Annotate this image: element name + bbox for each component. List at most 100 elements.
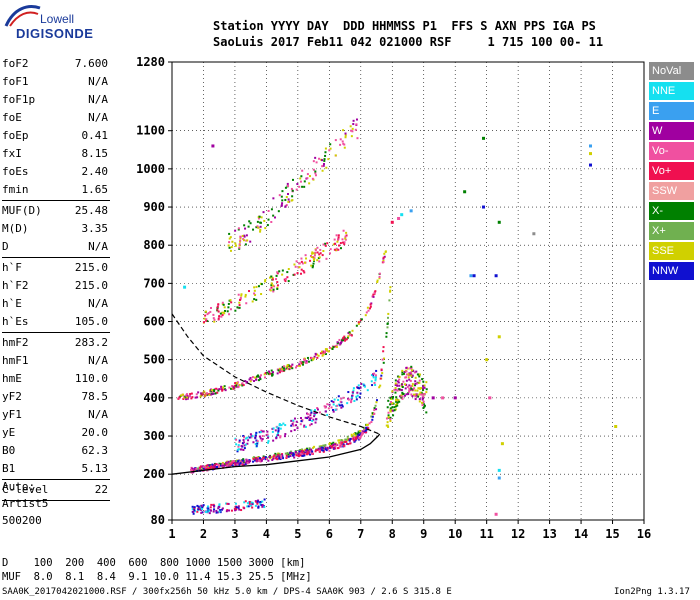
echo-point-x xyxy=(346,435,349,438)
echo-point-2hop xyxy=(230,387,233,390)
header-row-labels: Station YYYY DAY DDD HHMMSS P1 FFS S AXN… xyxy=(213,19,596,33)
echo-point-o xyxy=(329,446,332,449)
echo-point-2hop xyxy=(280,368,283,371)
echo-point-4hop xyxy=(323,158,326,161)
echo-point-o xyxy=(317,447,320,450)
echo-point-spread-f xyxy=(423,405,426,408)
echo-point-o xyxy=(373,409,376,412)
echo-point-es xyxy=(219,509,222,512)
echo-point-3hop xyxy=(212,317,215,320)
echo-point-3hop xyxy=(248,290,251,293)
echo-point-x xyxy=(313,445,316,448)
echo-point-4hop xyxy=(258,215,261,218)
echo-point-4hop xyxy=(259,230,262,233)
echo-point-3hop xyxy=(335,234,338,237)
echo-point-spread xyxy=(255,439,258,442)
echo-point-4hop xyxy=(237,227,240,230)
echo-point-spread xyxy=(340,406,343,409)
scatter-point xyxy=(390,220,394,224)
echo-point-o xyxy=(361,431,364,434)
echo-point-spread-f xyxy=(407,373,410,376)
scatter-point xyxy=(488,396,492,400)
logo-swoosh-icon xyxy=(4,5,41,27)
echo-point-4hop xyxy=(229,249,232,252)
echo-point-3hop xyxy=(276,281,279,284)
plot-frame xyxy=(171,61,645,521)
echo-point-spread xyxy=(244,443,247,446)
param-name: C-level xyxy=(2,483,49,496)
echo-point-4hop xyxy=(257,217,260,220)
echo-point-spread xyxy=(266,433,269,436)
parameter-panel: foF2 7.600 foF1 N/A foF1p N/A foE N/A foEp 0.41 fx… xyxy=(2,55,110,502)
param-name: hmE xyxy=(2,372,22,385)
echo-point-spread xyxy=(247,439,250,442)
param-row: hmE 110.0 xyxy=(2,370,108,388)
echo-point-spread xyxy=(312,418,315,421)
echo-point-3hop xyxy=(244,293,247,296)
echo-point-spread xyxy=(373,381,376,384)
echo-point-4hop xyxy=(298,185,301,188)
echo-point-2hop xyxy=(190,397,193,400)
echo-point-spread-f xyxy=(419,373,422,376)
echo-point-spread-f xyxy=(395,399,398,402)
param-divider xyxy=(2,257,110,258)
param-name: foF2 xyxy=(2,57,29,70)
echo-point-3hop xyxy=(316,246,319,249)
echo-point-spread-f xyxy=(389,403,392,406)
echo-point-spread xyxy=(351,394,354,397)
echo-point-3hop xyxy=(206,320,209,323)
echo-point-spread xyxy=(372,376,375,379)
echo-point-x xyxy=(219,462,222,465)
echo-point-2hop xyxy=(331,348,334,351)
echo-point-spread xyxy=(243,447,246,450)
echo-point-spread xyxy=(301,418,304,421)
echo-point-spread xyxy=(358,387,361,390)
echo-point-spread xyxy=(353,399,356,402)
echo-point-2hop xyxy=(185,394,188,397)
echo-point-2hop xyxy=(365,311,368,314)
echo-point-o xyxy=(324,446,327,449)
echo-point-spread xyxy=(262,430,265,433)
echo-point-spread-f xyxy=(411,374,414,377)
echo-point-o xyxy=(236,463,239,466)
echo-point-spread xyxy=(267,435,270,438)
echo-point-x xyxy=(262,455,265,458)
echo-point-4hop xyxy=(322,162,325,165)
param-row: h`Es 105.0 xyxy=(2,313,108,331)
echo-point-3hop xyxy=(287,268,290,271)
x-tick-label: 16 xyxy=(637,527,651,541)
echo-point-4hop xyxy=(262,211,265,214)
echo-point-spread xyxy=(296,427,299,430)
echo-point-3hop xyxy=(217,310,220,313)
echo-point-spread xyxy=(310,417,313,420)
legend-item: NoVal xyxy=(649,62,694,80)
echo-point-o xyxy=(380,368,383,371)
echo-point-spread xyxy=(374,374,377,377)
echo-point-2hop xyxy=(213,389,216,392)
echo-point-spread xyxy=(280,424,283,427)
param-name: foEs xyxy=(2,165,29,178)
echo-point-o xyxy=(285,456,288,459)
param-row: B1 5.13 xyxy=(2,460,108,478)
echo-point-2hop xyxy=(276,372,279,375)
echo-point-2hop xyxy=(241,384,244,387)
param-value: N/A xyxy=(88,408,108,421)
echo-point-o xyxy=(382,350,385,353)
echo-point-o xyxy=(259,459,262,462)
echo-point-spread-f xyxy=(410,366,413,369)
echo-point-spread-f xyxy=(396,380,399,383)
echo-point-o xyxy=(234,464,237,467)
echo-point-spread xyxy=(261,430,264,433)
echo-point-o xyxy=(227,460,230,463)
echo-point-4hop xyxy=(318,157,321,160)
echo-point-3hop xyxy=(227,302,230,305)
echo-point-x xyxy=(324,444,327,447)
echo-point-o xyxy=(202,467,205,470)
x-tick-label: 2 xyxy=(200,527,207,541)
echo-point-spread-f xyxy=(401,383,404,386)
echo-point-3hop xyxy=(255,298,258,301)
param-value: 2.40 xyxy=(81,165,109,178)
echo-point-spread xyxy=(259,431,262,434)
echo-point-3hop xyxy=(335,247,338,250)
echo-point-spread-f xyxy=(418,400,421,403)
